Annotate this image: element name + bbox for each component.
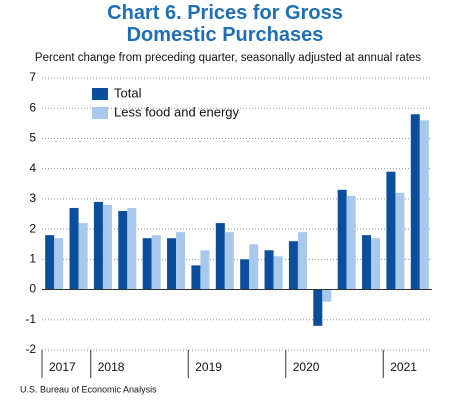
y-tick-label: -1 — [25, 312, 36, 326]
bar — [386, 171, 396, 290]
bar — [102, 204, 112, 290]
bar — [45, 235, 55, 290]
bar — [215, 223, 225, 290]
y-tick-label: 2 — [29, 221, 36, 235]
x-tick-label: 2017 — [49, 360, 76, 374]
x-tick-label: 2019 — [195, 360, 222, 374]
bar — [410, 114, 420, 290]
chart-title: Chart 6. Prices for Gross Domestic Purch… — [107, 2, 343, 46]
bar — [419, 120, 429, 290]
legend-label: Less food and energy — [114, 104, 240, 119]
y-tick-label: 0 — [29, 282, 36, 296]
bar — [167, 238, 177, 290]
bar — [224, 232, 234, 290]
title-box: Chart 6. Prices for Gross Domestic Purch… — [0, 2, 450, 46]
bar — [176, 232, 186, 290]
bar — [191, 265, 201, 290]
legend-swatch — [92, 88, 108, 100]
x-tick-label: 2020 — [293, 360, 320, 374]
bar — [127, 207, 137, 290]
bar — [264, 250, 274, 290]
bar — [151, 235, 161, 290]
bar — [118, 210, 128, 290]
bar — [371, 238, 381, 290]
x-tick-label: 2018 — [98, 360, 125, 374]
bar — [93, 201, 103, 290]
bar — [395, 192, 405, 290]
x-tick-label: 2021 — [390, 360, 417, 374]
bar — [200, 250, 210, 290]
source: U.S. Bureau of Economic Analysis — [20, 384, 157, 394]
bar — [78, 223, 88, 290]
bar — [240, 259, 250, 290]
y-tick-label: 3 — [29, 191, 36, 205]
y-tick-label: 4 — [29, 161, 36, 175]
bar — [346, 195, 356, 290]
bar — [142, 238, 152, 290]
y-tick-label: 7 — [29, 70, 36, 84]
bar — [313, 289, 323, 326]
y-tick-label: 6 — [29, 100, 36, 114]
bar — [322, 289, 332, 302]
y-tick-label: 1 — [29, 252, 36, 266]
bar — [362, 235, 372, 290]
y-tick-label: 5 — [29, 131, 36, 145]
bar — [288, 241, 298, 290]
bar — [337, 189, 347, 290]
legend-label: Total — [114, 85, 142, 100]
bar — [54, 238, 64, 290]
bar — [249, 244, 259, 290]
y-tick-label: -2 — [25, 342, 36, 356]
bar — [273, 256, 283, 290]
bar — [297, 232, 307, 290]
chart-subtitle: Percent change from preceding quarter, s… — [35, 52, 421, 64]
legend-swatch — [92, 107, 108, 119]
bar — [69, 207, 79, 290]
